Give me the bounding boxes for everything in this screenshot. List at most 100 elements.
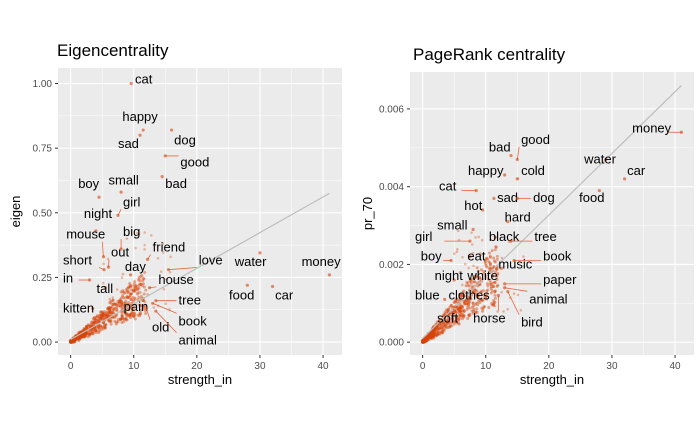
data-point	[429, 332, 433, 336]
data-point	[437, 327, 441, 331]
labeled-point	[103, 286, 107, 290]
data-point	[83, 335, 87, 339]
word-label-girl: girl	[123, 194, 140, 209]
data-point	[491, 302, 495, 306]
data-point	[467, 304, 471, 308]
data-point	[445, 318, 449, 322]
data-point	[127, 313, 131, 317]
data-point	[94, 327, 98, 331]
data-point	[422, 340, 426, 344]
data-point	[425, 338, 429, 342]
data-point	[472, 264, 475, 268]
data-point	[129, 297, 133, 301]
data-point	[71, 340, 75, 344]
data-point	[69, 339, 73, 343]
data-point	[423, 337, 427, 341]
data-point	[85, 331, 89, 335]
data-point	[71, 339, 75, 343]
data-point	[131, 308, 135, 312]
data-point	[128, 313, 132, 317]
data-point	[132, 315, 136, 319]
data-point	[133, 296, 137, 300]
data-point	[107, 308, 111, 312]
data-point	[130, 311, 134, 315]
data-point	[494, 245, 498, 249]
data-point	[143, 243, 146, 247]
data-point	[97, 329, 101, 333]
x-axis-title: strength_in	[520, 372, 584, 387]
labeled-point	[468, 239, 472, 243]
data-point	[448, 312, 452, 316]
data-point	[132, 311, 136, 315]
data-point	[472, 304, 476, 308]
data-point	[93, 328, 97, 332]
data-point	[421, 340, 425, 344]
data-point	[494, 270, 498, 274]
data-point	[110, 311, 114, 315]
data-point	[77, 330, 81, 334]
data-point	[94, 328, 98, 332]
data-point	[75, 336, 79, 340]
data-point	[144, 288, 148, 292]
data-point	[69, 340, 73, 344]
data-point	[106, 257, 110, 261]
data-point	[457, 321, 461, 325]
labeled-point	[509, 239, 513, 243]
word-label-eat: eat	[467, 249, 485, 264]
data-point	[485, 289, 489, 293]
data-point	[492, 259, 496, 263]
data-point	[104, 311, 108, 315]
data-point	[97, 327, 101, 331]
data-point	[486, 257, 490, 261]
data-point	[105, 315, 109, 319]
data-point	[430, 332, 434, 336]
data-point	[137, 303, 141, 307]
data-point	[464, 299, 468, 303]
data-point	[491, 274, 495, 278]
data-point	[136, 288, 140, 292]
word-label-big: big	[123, 224, 140, 239]
data-point	[421, 340, 425, 344]
word-label-black: black	[489, 229, 520, 244]
data-point	[422, 340, 426, 344]
data-point	[70, 340, 74, 344]
data-point	[92, 329, 96, 333]
data-point	[132, 307, 136, 311]
data-point	[424, 336, 428, 340]
labeled-point	[141, 128, 145, 132]
data-point	[437, 331, 441, 335]
data-point	[466, 299, 470, 303]
data-point	[483, 304, 487, 308]
data-point	[480, 298, 484, 302]
word-label-hot: hot	[464, 198, 482, 213]
data-point	[446, 326, 450, 330]
data-point	[69, 340, 73, 344]
data-point	[432, 334, 436, 338]
data-point	[72, 340, 76, 344]
data-point	[101, 311, 105, 315]
data-point	[488, 263, 492, 267]
y-axis-title: pr_70	[360, 197, 375, 230]
data-point	[95, 320, 99, 324]
data-point	[100, 313, 104, 317]
data-point	[453, 300, 457, 304]
data-point	[423, 338, 427, 342]
y-tick-label: 1.00	[33, 79, 53, 90]
data-point	[80, 333, 84, 337]
data-point	[466, 305, 470, 309]
data-point	[435, 325, 439, 329]
data-point	[422, 338, 426, 342]
data-point	[79, 335, 83, 339]
data-point	[70, 340, 74, 344]
data-point	[484, 294, 488, 298]
data-point	[113, 302, 117, 306]
data-point	[479, 298, 483, 302]
data-point	[433, 328, 437, 332]
data-point	[70, 339, 74, 343]
data-point	[69, 340, 73, 344]
data-point	[493, 290, 497, 294]
data-point	[84, 324, 88, 328]
word-label-food: food	[579, 190, 604, 205]
data-point	[432, 334, 436, 338]
data-point	[458, 296, 462, 300]
